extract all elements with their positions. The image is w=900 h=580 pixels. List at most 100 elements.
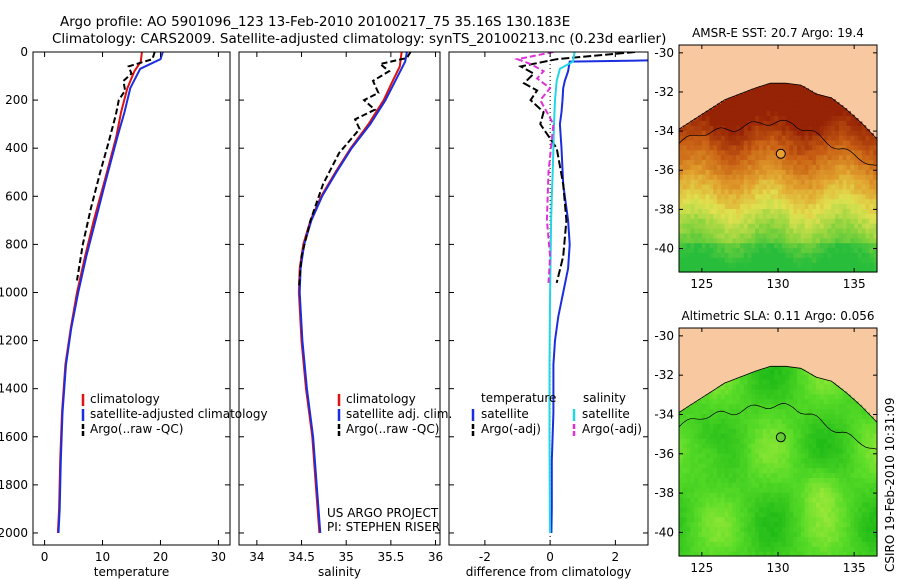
ocean-cell [755, 159, 760, 165]
ocean-cell [865, 546, 870, 552]
ocean-cell [789, 144, 794, 151]
ocean-cell [701, 442, 707, 449]
ocean-cell [831, 223, 836, 229]
ocean-cell [800, 492, 806, 498]
ocean-cell [686, 262, 692, 268]
ocean-cell [793, 174, 798, 180]
ocean-cell [823, 139, 829, 146]
ocean-cell [690, 183, 695, 190]
ocean-cell [785, 179, 791, 185]
ocean-cell [774, 366, 779, 370]
ocean-cell [679, 252, 684, 258]
ocean-cell [717, 174, 722, 180]
ocean-cell [857, 135, 863, 141]
ocean-cell [793, 467, 798, 474]
ocean-cell [800, 139, 806, 146]
ocean-cell [789, 218, 794, 224]
ocean-cell [713, 511, 718, 518]
ocean-cell [762, 232, 768, 239]
ocean-cell [800, 232, 806, 239]
ocean-cell [800, 452, 806, 459]
ocean-cell [739, 135, 745, 141]
ocean-cell [732, 203, 737, 209]
ocean-cell [770, 433, 775, 439]
ocean-cell [739, 227, 745, 234]
ocean-cell [720, 232, 726, 239]
ocean-cell [766, 398, 771, 405]
ocean-cell [755, 531, 760, 537]
ocean-cell [831, 393, 836, 400]
ocean-cell [835, 438, 840, 444]
ocean-cell [728, 462, 733, 469]
ocean-cell [797, 218, 802, 224]
ocean-cell [701, 551, 707, 557]
ocean-cell [701, 413, 707, 420]
ocean-cell [751, 506, 756, 513]
ocean-cell [709, 442, 714, 449]
ocean-cell [705, 472, 711, 478]
ocean-cell [793, 130, 798, 136]
ocean-cell [679, 442, 684, 449]
ocean-cell [755, 144, 760, 151]
ocean-cell [808, 393, 813, 400]
ocean-cell [747, 487, 752, 493]
ocean-cell [835, 516, 840, 523]
ocean-cell [808, 442, 813, 449]
ocean-cell [709, 198, 714, 205]
ocean-cell [823, 462, 829, 469]
ocean-cell [819, 218, 825, 224]
ocean-cell [739, 110, 745, 117]
ocean-cell [865, 536, 870, 542]
ocean-cell [690, 546, 695, 552]
ocean-cell [755, 193, 760, 200]
ocean-cell [846, 457, 851, 464]
ocean-cell [774, 374, 779, 380]
ocean-cell [724, 384, 730, 390]
ocean-cell [778, 144, 783, 151]
ocean-cell [846, 497, 851, 503]
ocean-cell [762, 516, 768, 523]
ocean-cell [751, 262, 756, 268]
ocean-cell [831, 227, 836, 234]
ocean-cell [724, 242, 730, 249]
ocean-cell [850, 423, 855, 429]
ocean-cell [816, 94, 821, 97]
ocean-cell [679, 477, 684, 483]
ocean-cell [717, 203, 722, 209]
ocean-cell [793, 139, 798, 146]
ocean-cell [850, 482, 855, 488]
ocean-cell [732, 115, 737, 121]
ocean-cell [857, 521, 863, 528]
ocean-cell [762, 472, 768, 478]
ocean-cell [797, 95, 802, 102]
ocean-cell [739, 452, 745, 459]
ocean-cell [865, 551, 870, 557]
ocean-cell [762, 477, 768, 483]
ocean-cell [854, 242, 859, 249]
ocean-cell [865, 183, 870, 190]
ocean-cell [819, 139, 825, 146]
ocean-cell [751, 169, 756, 175]
ocean-cell [743, 442, 749, 449]
ocean-cell [846, 213, 851, 219]
annotation-line: US ARGO PROJECT [327, 506, 439, 520]
ocean-cell [713, 531, 718, 537]
ocean-cell [709, 506, 714, 513]
ocean-cell [720, 442, 726, 449]
ocean-cell [766, 100, 771, 107]
ocean-cell [755, 257, 760, 263]
ocean-cell [823, 423, 829, 429]
ocean-cell [709, 237, 714, 244]
ocean-cell [713, 442, 718, 449]
ocean-cell [694, 438, 699, 444]
ocean-cell [793, 423, 798, 429]
ocean-cell [857, 536, 863, 542]
ocean-cell [873, 492, 878, 498]
ocean-cell [827, 100, 832, 107]
ocean-cell [857, 267, 863, 273]
ocean-cell [816, 100, 821, 107]
ocean-cell [789, 135, 794, 141]
ocean-cell [713, 120, 718, 126]
ocean-cell [857, 164, 863, 170]
ocean-cell [739, 223, 745, 229]
